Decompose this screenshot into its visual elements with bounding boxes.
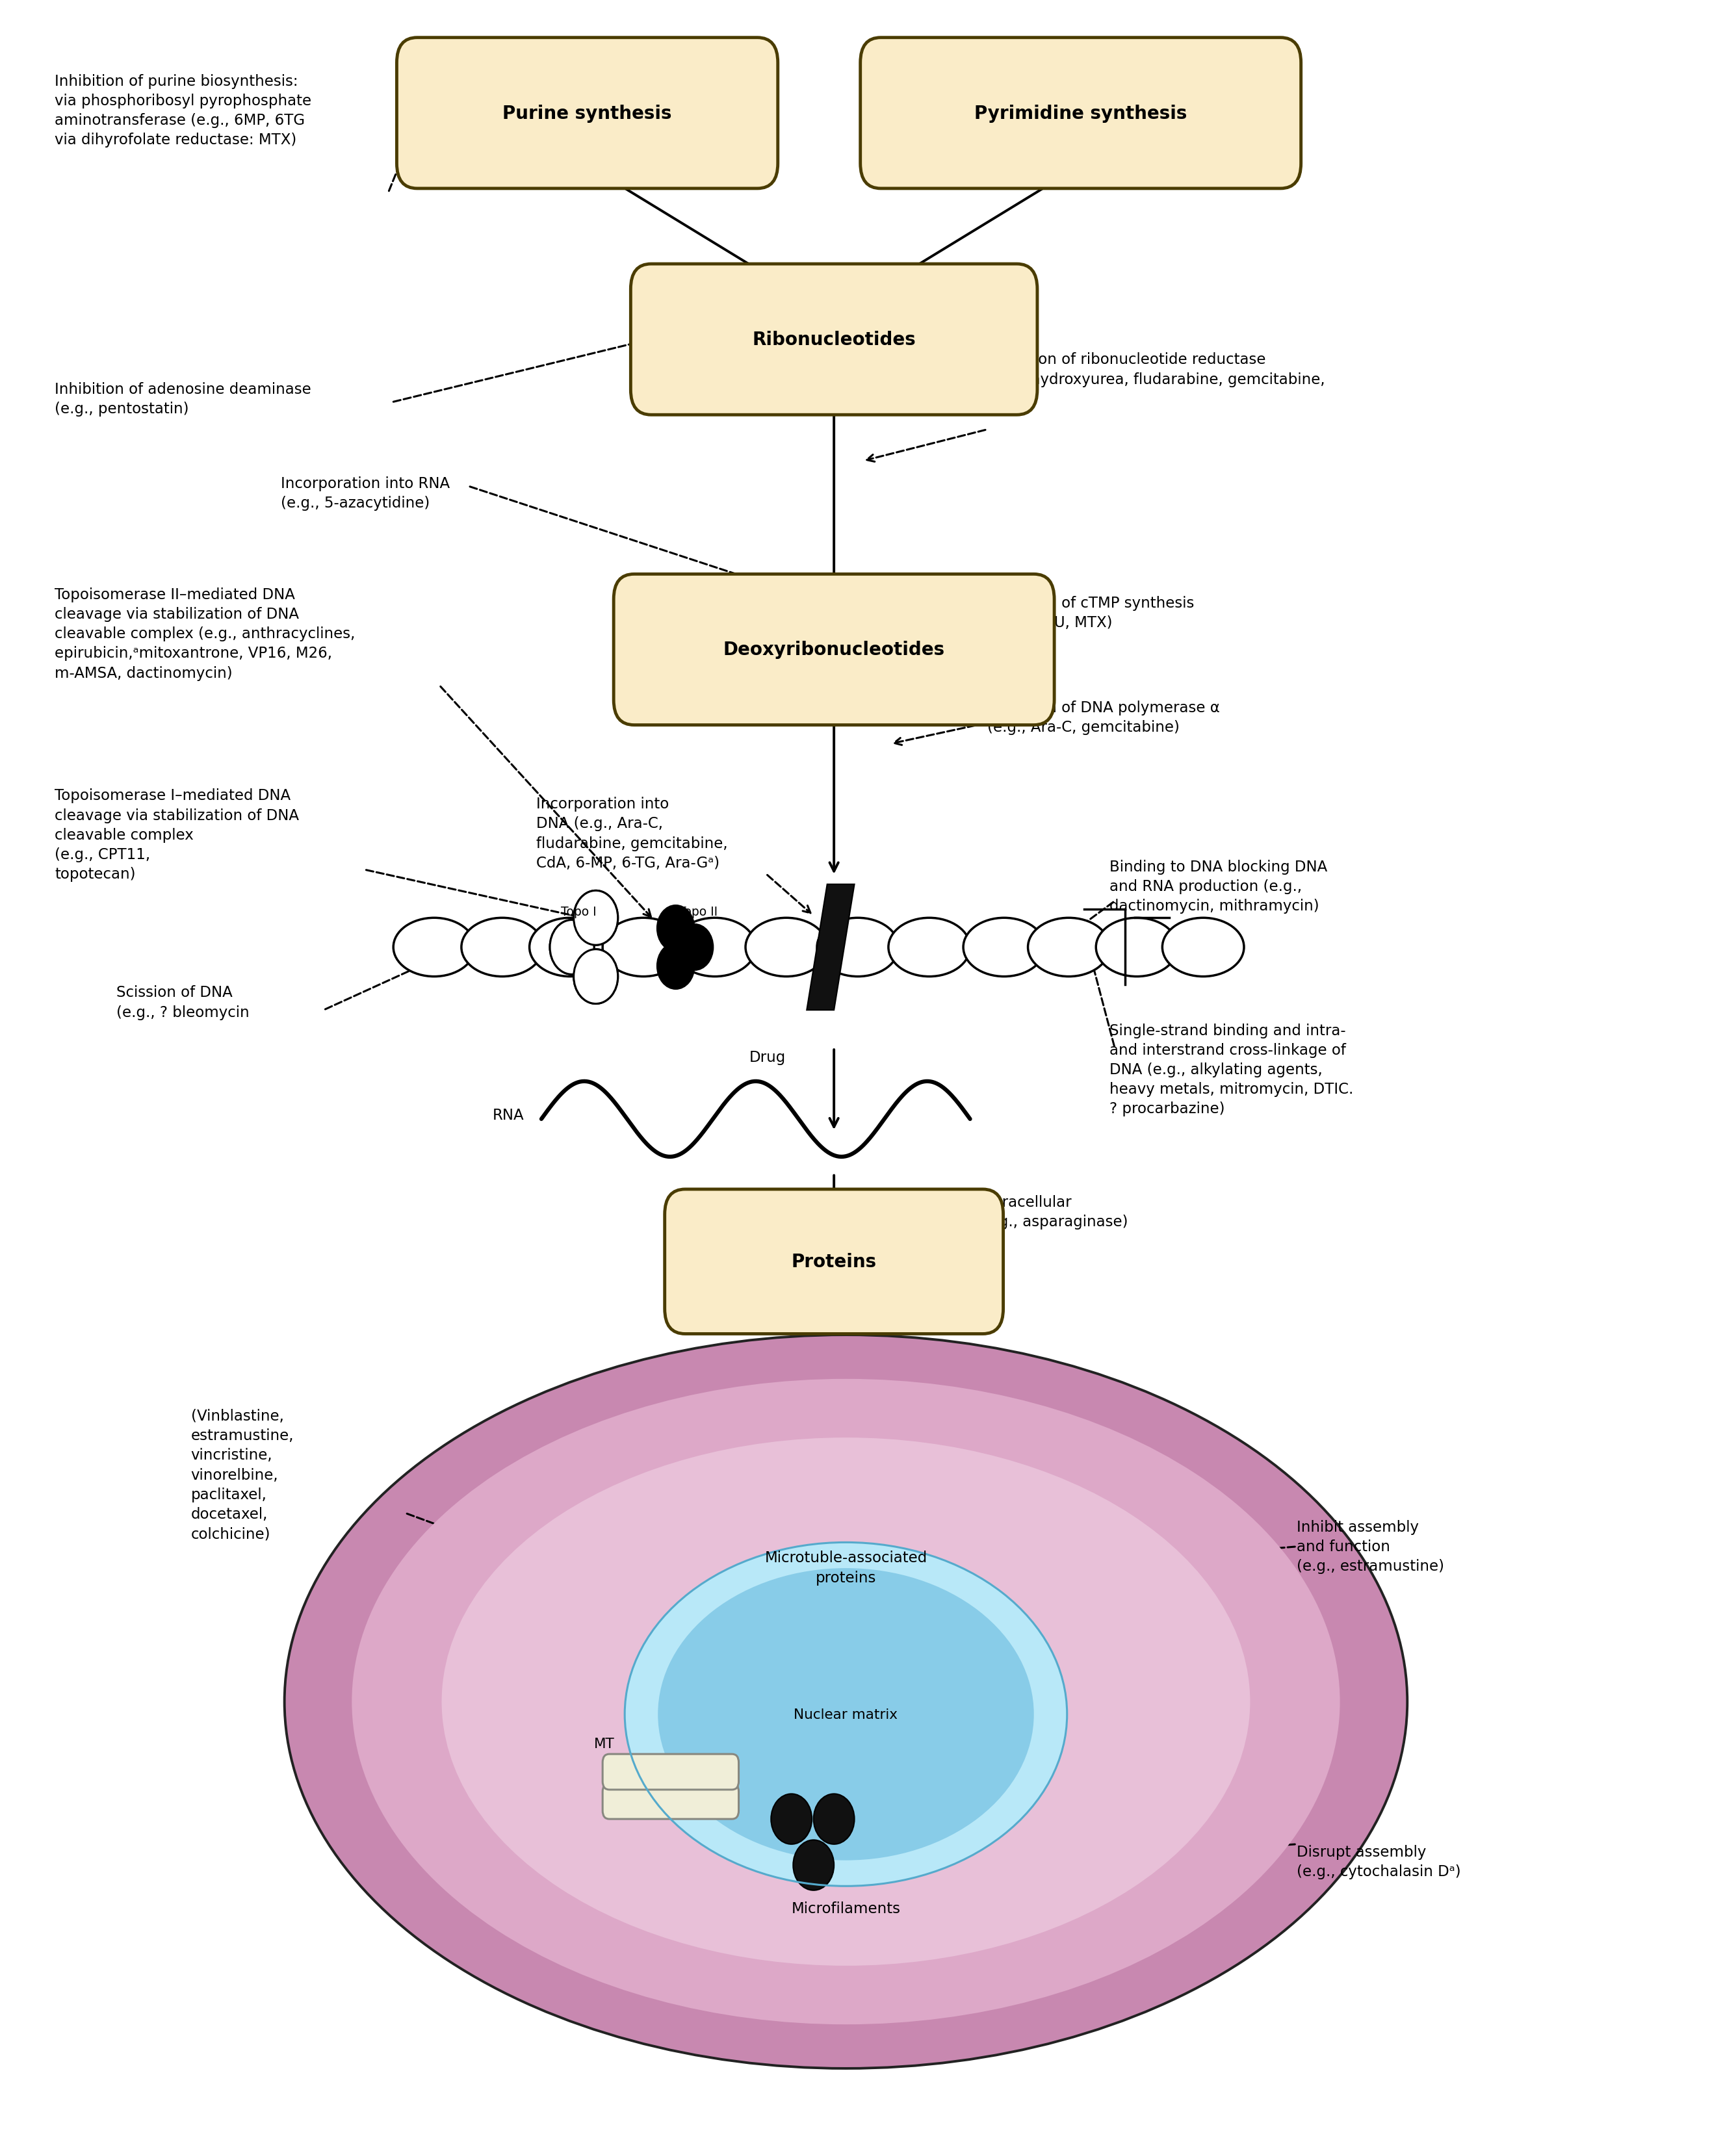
Text: RNA: RNA (493, 1107, 524, 1122)
Ellipse shape (658, 1569, 1035, 1860)
Ellipse shape (745, 917, 826, 977)
Text: Topoisomerase I–mediated DNA
cleavage via stabilization of DNA
cleavable complex: Topoisomerase I–mediated DNA cleavage vi… (56, 789, 299, 881)
Ellipse shape (285, 1334, 1408, 2067)
Text: Microfilaments: Microfilaments (792, 1901, 901, 1916)
Text: Ribonucleotides: Ribonucleotides (752, 331, 917, 348)
Text: Single-strand binding and intra-
and interstrand cross-linkage of
DNA (e.g., alk: Single-strand binding and intra- and int… (1109, 1022, 1354, 1116)
FancyBboxPatch shape (613, 575, 1054, 725)
Circle shape (550, 919, 594, 975)
Text: Incorporation into
DNA (e.g., Ara-C,
fludarabine, gemcitabine,
CdA, 6-MP, 6-TG, : Incorporation into DNA (e.g., Ara-C, flu… (536, 797, 727, 870)
Ellipse shape (1163, 917, 1245, 977)
Text: (Vinblastine,
estramustine,
vincristine,
vinorelbine,
paclitaxel,
docetaxel,
col: (Vinblastine, estramustine, vincristine,… (191, 1409, 293, 1541)
Text: Topo II: Topo II (679, 907, 717, 917)
Text: Deoxyribonucleotides: Deoxyribonucleotides (724, 641, 944, 659)
Text: Incorporation into RNA
(e.g., 5-azacytidine): Incorporation into RNA (e.g., 5-azacytid… (281, 477, 450, 511)
Ellipse shape (889, 917, 970, 977)
Circle shape (573, 949, 618, 1005)
Circle shape (550, 919, 594, 975)
Text: Topo I: Topo I (561, 907, 597, 917)
Circle shape (573, 892, 618, 945)
FancyBboxPatch shape (665, 1189, 1003, 1334)
Ellipse shape (352, 1379, 1340, 2025)
Text: Drug: Drug (750, 1050, 786, 1065)
Ellipse shape (462, 917, 543, 977)
Text: Topoisomerase II–mediated DNA
cleavage via stabilization of DNA
cleavable comple: Topoisomerase II–mediated DNA cleavage v… (56, 588, 356, 680)
Text: Disrupt assembly
(e.g., cytochalasin Dᵃ): Disrupt assembly (e.g., cytochalasin Dᵃ) (1297, 1845, 1462, 1879)
Text: Inhibition of DNA polymerase α
(e.g., Ara-C, gemcitabine): Inhibition of DNA polymerase α (e.g., Ar… (988, 701, 1220, 735)
Text: Inhibition of cTMP synthesis
(e.g., 5-FU, MTX): Inhibition of cTMP synthesis (e.g., 5-FU… (988, 597, 1194, 631)
Ellipse shape (602, 917, 684, 977)
FancyBboxPatch shape (602, 1753, 740, 1790)
Text: Microtuble-associated
proteins: Microtuble-associated proteins (764, 1550, 927, 1584)
Ellipse shape (1095, 917, 1177, 977)
Text: MT: MT (594, 1736, 615, 1749)
Text: Proteins: Proteins (792, 1253, 877, 1270)
Circle shape (656, 907, 694, 951)
FancyBboxPatch shape (861, 38, 1300, 188)
FancyBboxPatch shape (602, 1783, 740, 1819)
Circle shape (675, 924, 713, 971)
Ellipse shape (529, 917, 611, 977)
Ellipse shape (963, 917, 1045, 977)
Circle shape (814, 1794, 854, 1845)
Text: Inhibition of adenosine deaminase
(e.g., pentostatin): Inhibition of adenosine deaminase (e.g.,… (56, 383, 311, 417)
Text: Inhibition of ribonucleotide reductase
(e.g., hydroxyurea, fludarabine, gemcitab: Inhibition of ribonucleotide reductase (… (988, 353, 1325, 406)
Polygon shape (807, 885, 854, 1011)
Circle shape (573, 949, 618, 1005)
Text: Inhibit assembly
and function
(e.g., estramustine): Inhibit assembly and function (e.g., est… (1297, 1520, 1444, 1574)
Ellipse shape (441, 1437, 1250, 1965)
Text: Purine synthesis: Purine synthesis (503, 105, 672, 122)
Text: Inhibition of pyrimide synthesis
(e.g., PALA, pyrazofurinᵃ): Inhibition of pyrimide synthesis (e.g., … (988, 105, 1220, 139)
Text: Hydrolysis of extracellular
L-asparagine (e.g., asparaginase): Hydrolysis of extracellular L-asparagine… (878, 1195, 1128, 1229)
FancyBboxPatch shape (398, 38, 778, 188)
Text: Scission of DNA
(e.g., ? bleomycin: Scission of DNA (e.g., ? bleomycin (116, 986, 248, 1020)
Circle shape (771, 1794, 812, 1845)
Ellipse shape (818, 917, 899, 977)
Text: Pyrimidine synthesis: Pyrimidine synthesis (974, 105, 1187, 122)
Circle shape (656, 943, 694, 990)
Ellipse shape (394, 917, 476, 977)
Ellipse shape (625, 1541, 1068, 1886)
FancyBboxPatch shape (630, 265, 1038, 415)
Circle shape (793, 1841, 833, 1890)
Ellipse shape (1028, 917, 1109, 977)
Text: Nuclear matrix: Nuclear matrix (793, 1708, 898, 1721)
Text: Inhibition of purine biosynthesis:
via phosphoribosyl pyrophosphate
aminotransfe: Inhibition of purine biosynthesis: via p… (56, 73, 311, 148)
Ellipse shape (674, 917, 755, 977)
Text: Binding to DNA blocking DNA
and RNA production (e.g.,
dactinomycin, mithramycin): Binding to DNA blocking DNA and RNA prod… (1109, 859, 1328, 913)
Circle shape (573, 892, 618, 945)
